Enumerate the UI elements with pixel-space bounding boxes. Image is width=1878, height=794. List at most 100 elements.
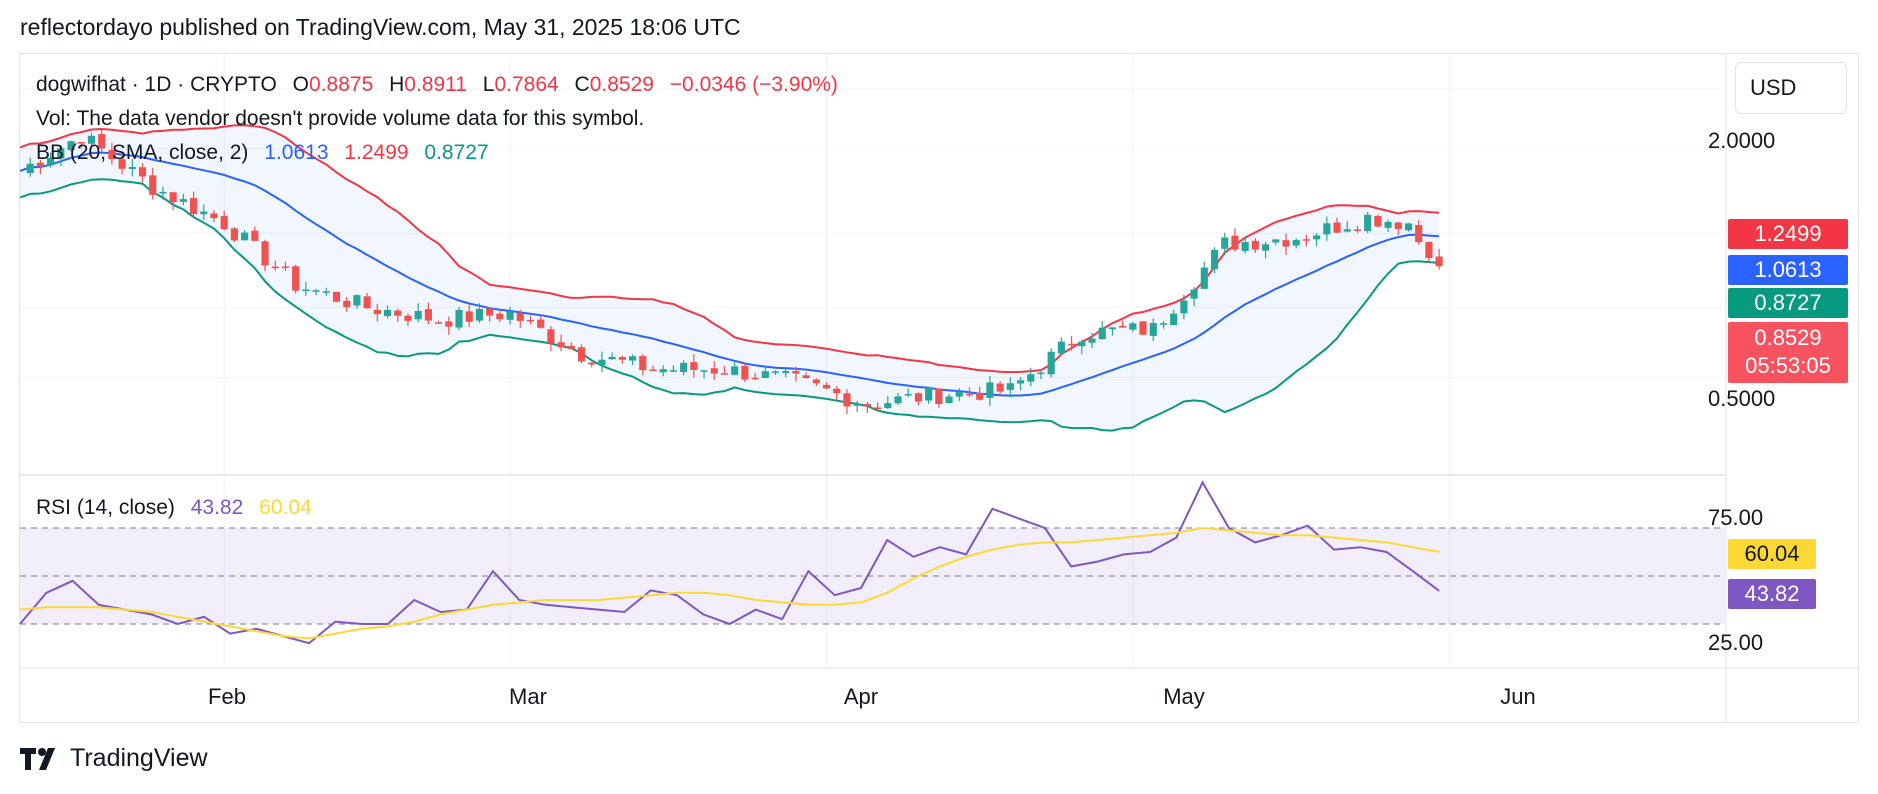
candle-down	[343, 300, 351, 308]
candles	[26, 129, 1443, 415]
candle-up	[1364, 214, 1372, 232]
candle-up	[1292, 240, 1300, 246]
candle-down	[935, 388, 943, 404]
candle-up	[1404, 223, 1413, 231]
high-value: 0.8911	[404, 73, 467, 96]
symbol-legend: dogwifhat · 1D · CRYPTO O0.8875 H0.8911 …	[36, 73, 842, 97]
volume-legend: Vol: The data vendor doesn't provide vol…	[36, 107, 645, 130]
candle-down	[424, 309, 432, 321]
rsi-pane	[19, 480, 1725, 645]
candle-down	[537, 319, 545, 328]
candle-down	[189, 198, 198, 214]
candle-down	[1415, 225, 1423, 243]
candle-down	[618, 357, 626, 360]
candle-down	[1425, 242, 1433, 258]
rsi-legend: RSI (14, close) 43.82 60.04	[36, 496, 316, 520]
candle-up	[1129, 323, 1137, 330]
candle-down	[965, 393, 974, 396]
candle-up	[302, 289, 310, 292]
candle-up	[986, 382, 994, 398]
rsi-label[interactable]: RSI (14, close)	[36, 496, 175, 519]
rsi-ma-value: 60.04	[259, 496, 312, 519]
candle-up	[1098, 327, 1106, 340]
candle-up	[782, 371, 790, 374]
candle-up	[128, 166, 136, 170]
candle-up	[598, 359, 606, 366]
bb-upper-tag: 1.2499	[1728, 219, 1848, 249]
candle-up	[608, 356, 616, 360]
bb-label[interactable]: BB (20, SMA, close, 2)	[36, 141, 249, 164]
time-label-mar: Mar	[509, 684, 547, 709]
candle-down	[465, 311, 473, 322]
candle-down	[802, 375, 810, 378]
candle-up	[700, 370, 708, 372]
rsi-ma-line	[19, 526, 1440, 640]
candle-down	[1394, 222, 1402, 229]
candle-up	[455, 309, 463, 328]
rsi-value: 43.82	[190, 496, 244, 519]
bb-legend: BB (20, SMA, close, 2) 1.0613 1.2499 0.8…	[36, 141, 493, 165]
candle-up	[925, 387, 933, 401]
rsi-line	[19, 480, 1440, 645]
candle-down	[1374, 215, 1382, 227]
tradingview-logo[interactable]: TradingView	[20, 744, 208, 773]
symbol-title[interactable]: dogwifhat · 1D · CRYPTO	[36, 73, 277, 96]
candle-up	[475, 308, 484, 321]
candle-down	[445, 321, 453, 327]
candle-down	[169, 192, 177, 203]
candle-up	[1272, 239, 1280, 243]
candle-down	[363, 296, 371, 309]
low-value: 0.7864	[494, 73, 559, 96]
candle-up	[383, 309, 392, 317]
candle-down	[1139, 321, 1147, 335]
candle-up	[1190, 289, 1198, 299]
candle-down	[710, 368, 718, 374]
close-value: 0.8529	[589, 73, 654, 96]
candle-down	[1333, 222, 1341, 233]
brand-name: TradingView	[70, 744, 208, 772]
candle-up	[955, 391, 963, 397]
candle-down	[792, 370, 800, 374]
time-label-jun: Jun	[1500, 684, 1536, 709]
last-price: 0.8529	[1754, 325, 1822, 350]
candle-up	[1313, 235, 1321, 240]
candle-down	[526, 319, 535, 322]
candle-up	[1037, 372, 1045, 375]
candle-down	[373, 309, 381, 315]
candle-up	[1200, 267, 1208, 289]
candle-down	[751, 377, 759, 380]
candle-down	[741, 365, 749, 380]
bb-lower-value: 0.8727	[424, 141, 489, 164]
candle-up	[1108, 327, 1116, 330]
change-value: −0.0346 (−3.90%)	[669, 73, 838, 96]
high-label: H	[389, 73, 405, 96]
candle-down	[516, 312, 524, 321]
candle-up	[1170, 313, 1178, 325]
candle-up	[322, 291, 330, 293]
candle-up	[1149, 323, 1157, 336]
bar-countdown: 05:53:05	[1745, 353, 1831, 378]
candle-down	[690, 362, 698, 370]
candle-up	[506, 311, 514, 320]
candle-up	[1343, 229, 1351, 232]
candle-up	[47, 157, 55, 166]
candle-down	[230, 228, 238, 241]
candle-up	[1241, 242, 1249, 251]
bb-lower-tag: 0.8727	[1728, 288, 1848, 318]
candle-down	[588, 362, 596, 365]
candle-down	[863, 404, 871, 407]
candle-up	[241, 232, 249, 241]
close-label: C	[574, 73, 590, 96]
candle-up	[414, 310, 422, 320]
currency-button[interactable]: USD	[1735, 62, 1847, 114]
candle-up	[26, 163, 34, 173]
candle-up	[67, 141, 75, 151]
tradingview-logo-icon	[20, 747, 55, 770]
candle-up	[761, 371, 769, 378]
candle-up	[1221, 237, 1229, 249]
candle-down	[1302, 239, 1310, 241]
price-label-2: 2.0000	[1708, 128, 1776, 153]
candle-up	[353, 295, 361, 306]
time-label-may: May	[1163, 684, 1205, 709]
